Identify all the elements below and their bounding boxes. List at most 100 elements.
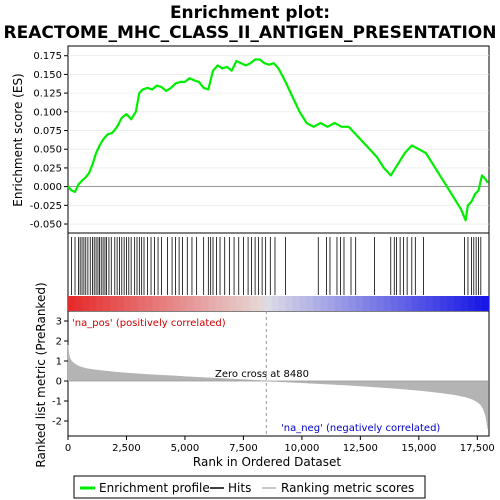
heatmap-band [341, 296, 350, 311]
es-y-tick-label: 0.025 [33, 163, 62, 174]
heatmap-band [390, 296, 399, 311]
x-axis-label: Rank in Ordered Dataset [193, 455, 341, 469]
x-tick-label: 2,500 [112, 443, 141, 454]
heatmap-band [404, 296, 413, 311]
hits-plot [71, 237, 482, 295]
metric-y-tick-label: 0 [56, 377, 62, 388]
heatmap-band [299, 296, 308, 311]
heatmap-band [166, 296, 174, 311]
heatmap-band [432, 296, 441, 311]
heatmap-band [152, 296, 160, 311]
es-panel-frame [67, 45, 490, 234]
x-tick-label: 10,000 [284, 443, 319, 454]
x-tick-label: 7,500 [229, 443, 258, 454]
chart-title-line1: Enrichment plot: [170, 3, 330, 23]
heatmap-band [397, 296, 406, 311]
heatmap-band [285, 296, 294, 311]
legend-hits-label: Hits [228, 481, 251, 495]
heatmap-band [180, 296, 188, 311]
heatmap-band [117, 296, 125, 311]
heatmap-band [278, 296, 287, 311]
enrichment-profile-line [67, 58, 489, 222]
metric-area [67, 344, 489, 430]
es-y-tick-label: 0.125 [33, 89, 62, 100]
heatmap-band [306, 296, 315, 311]
heatmap-band [187, 296, 195, 311]
es-y-tick-label: 0.075 [33, 126, 62, 137]
heatmap-band [159, 296, 167, 311]
heatmap-band [474, 296, 483, 311]
heatmap-band [362, 296, 371, 311]
x-tick-label: 17,500 [460, 443, 495, 454]
legend: Enrichment profile Hits Ranking metric s… [73, 475, 426, 499]
heatmap-band [208, 296, 216, 311]
es-y-axis-label: Enrichment score (ES) [11, 73, 25, 206]
es-y-tick-label: -0.025 [30, 201, 62, 212]
heatmap-band [110, 296, 118, 311]
neg-annotation: 'na_neg' (negatively correlated) [281, 423, 440, 434]
x-tick-label: 5,000 [171, 443, 200, 454]
heatmap-band [201, 296, 209, 311]
x-tick-label: 15,000 [401, 443, 436, 454]
metric-y-tick-label: -2 [52, 417, 62, 428]
heatmap-band [215, 296, 223, 311]
heatmap-band [236, 296, 245, 311]
heatmap-band [383, 296, 392, 311]
metric-panel-frame [67, 310, 490, 437]
heatmap-band [68, 296, 76, 311]
heatmap-band [348, 296, 357, 311]
es-y-tick-label: 0.175 [33, 51, 62, 62]
es-y-tick-label: 0.000 [33, 182, 62, 193]
heatmap-band [124, 296, 132, 311]
heatmap-band [89, 296, 97, 311]
heatmap-band [271, 296, 280, 311]
metric-y-axis-label: Ranked list metric (PreRanked) [34, 282, 48, 467]
heatmap-band [250, 296, 259, 311]
legend-metric-label: Ranking metric scores [281, 481, 414, 495]
heatmap-band [446, 296, 455, 311]
heatmap-band [145, 296, 153, 311]
es-plot [67, 55, 489, 225]
es-y-tick-label: -0.050 [30, 220, 62, 231]
es-y-tick-label: 0.100 [33, 107, 62, 118]
heatmap-band [257, 296, 266, 311]
x-tick-label: 12,500 [343, 443, 378, 454]
metric-y-tick-label: 2 [56, 337, 62, 348]
heatmap-band [243, 296, 252, 311]
heatmap-band [313, 296, 322, 311]
heatmap-band [138, 296, 146, 311]
legend-box [73, 475, 426, 499]
heatmap-band [467, 296, 476, 311]
es-y-tick-label: 0.150 [33, 70, 62, 81]
heatmap-band [173, 296, 181, 311]
legend-enrichment-label: Enrichment profile [99, 481, 210, 495]
heatmap-band [460, 296, 469, 311]
heatmap-band [453, 296, 462, 311]
heatmap-band [355, 296, 364, 311]
axis-ticks: 0.175 0.150 0.125 0.100 0.075 0.050 0.025 0.000… [30, 51, 495, 454]
heatmap-band [418, 296, 427, 311]
chart-title-line2: REACTOME_MHC_CLASS_II_ANTIGEN_PRESENTATI… [4, 23, 497, 43]
heatmap-band [369, 296, 378, 311]
zero-cross-annotation: Zero cross at 8480 [215, 369, 309, 380]
heatmap-band [131, 296, 139, 311]
heatmap-band [439, 296, 448, 311]
metric-y-tick-label: 3 [56, 317, 62, 328]
heatmap-band [334, 296, 343, 311]
heatmap-band [327, 296, 336, 311]
heatmap-band [292, 296, 301, 311]
heatmap-band [481, 296, 490, 311]
heatmap-band [376, 296, 385, 311]
heatmap-band [222, 296, 230, 311]
heatmap-band [194, 296, 202, 311]
heatmap-band [82, 296, 90, 311]
metric-y-tick-label: 1 [56, 357, 62, 368]
heatmap-band [425, 296, 434, 311]
heatmap-band [411, 296, 420, 311]
pos-annotation: 'na_pos' (positively correlated) [72, 318, 226, 329]
es-y-tick-label: 0.050 [33, 145, 62, 156]
metric-plot [67, 311, 489, 436]
heatmap-band [264, 296, 273, 311]
metric-y-tick-label: -1 [52, 397, 62, 408]
